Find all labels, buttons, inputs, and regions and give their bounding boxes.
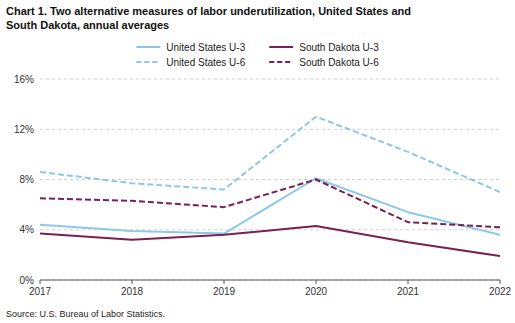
legend-swatch — [136, 61, 160, 63]
y-axis: 0% 4% 8% 12% 16% — [14, 74, 500, 286]
legend-label: South Dakota U-3 — [299, 42, 379, 53]
legend: United States U-3 United States U-6 South … — [136, 42, 379, 68]
background — [0, 0, 515, 323]
x-tick — [500, 280, 501, 284]
y-tick-label: 4% — [20, 224, 35, 235]
y-tick-label: 12% — [14, 124, 34, 135]
x-axis: 2017 2018 2019 2020 2021 2022 — [29, 280, 512, 297]
legend-label: United States U-6 — [166, 57, 245, 68]
legend-label: South Dakota U-6 — [299, 57, 379, 68]
legend-item: United States U-6 — [136, 57, 245, 68]
y-tick-label: 0% — [20, 275, 35, 286]
x-tick — [316, 280, 317, 284]
series-lines — [40, 117, 500, 256]
series-line — [40, 180, 500, 228]
x-tick-label: 2021 — [397, 286, 420, 297]
title-line: South Dakota, annual averages — [6, 19, 169, 31]
x-tick-label: 2017 — [29, 286, 52, 297]
grid-line — [40, 179, 500, 180]
legend-swatch — [136, 46, 160, 48]
x-axis-line — [40, 280, 500, 281]
x-tick — [408, 280, 409, 284]
source: Source: U.S. Bureau of Labor Statistics. — [6, 309, 165, 319]
legend-swatch — [269, 46, 293, 48]
legend-item: South Dakota U-3 — [269, 42, 379, 53]
x-tick — [132, 280, 133, 284]
title-line: Chart 1. Two alternative measures of lab… — [6, 5, 411, 17]
title: Chart 1. Two alternative measures of lab… — [6, 5, 411, 31]
y-tick-label: 16% — [14, 74, 34, 85]
series-line — [40, 226, 500, 256]
legend-item: South Dakota U-6 — [269, 57, 379, 68]
x-tick-label: 2020 — [305, 286, 328, 297]
legend-label: United States U-3 — [166, 42, 245, 53]
series-line — [40, 178, 500, 235]
legend-swatch — [269, 61, 293, 63]
chart: Chart 1. Two alternative measures of lab… — [0, 0, 515, 323]
y-tick-label: 8% — [20, 174, 35, 185]
x-tick-label: 2019 — [213, 286, 236, 297]
x-tick — [40, 280, 41, 284]
grid-line — [40, 129, 500, 130]
x-tick — [224, 280, 225, 284]
legend-item: United States U-3 — [136, 42, 245, 53]
series-line — [40, 117, 500, 192]
grid-line — [40, 79, 500, 80]
x-tick-label: 2018 — [121, 286, 144, 297]
x-tick-label: 2022 — [489, 286, 512, 297]
grid-line — [40, 280, 500, 281]
